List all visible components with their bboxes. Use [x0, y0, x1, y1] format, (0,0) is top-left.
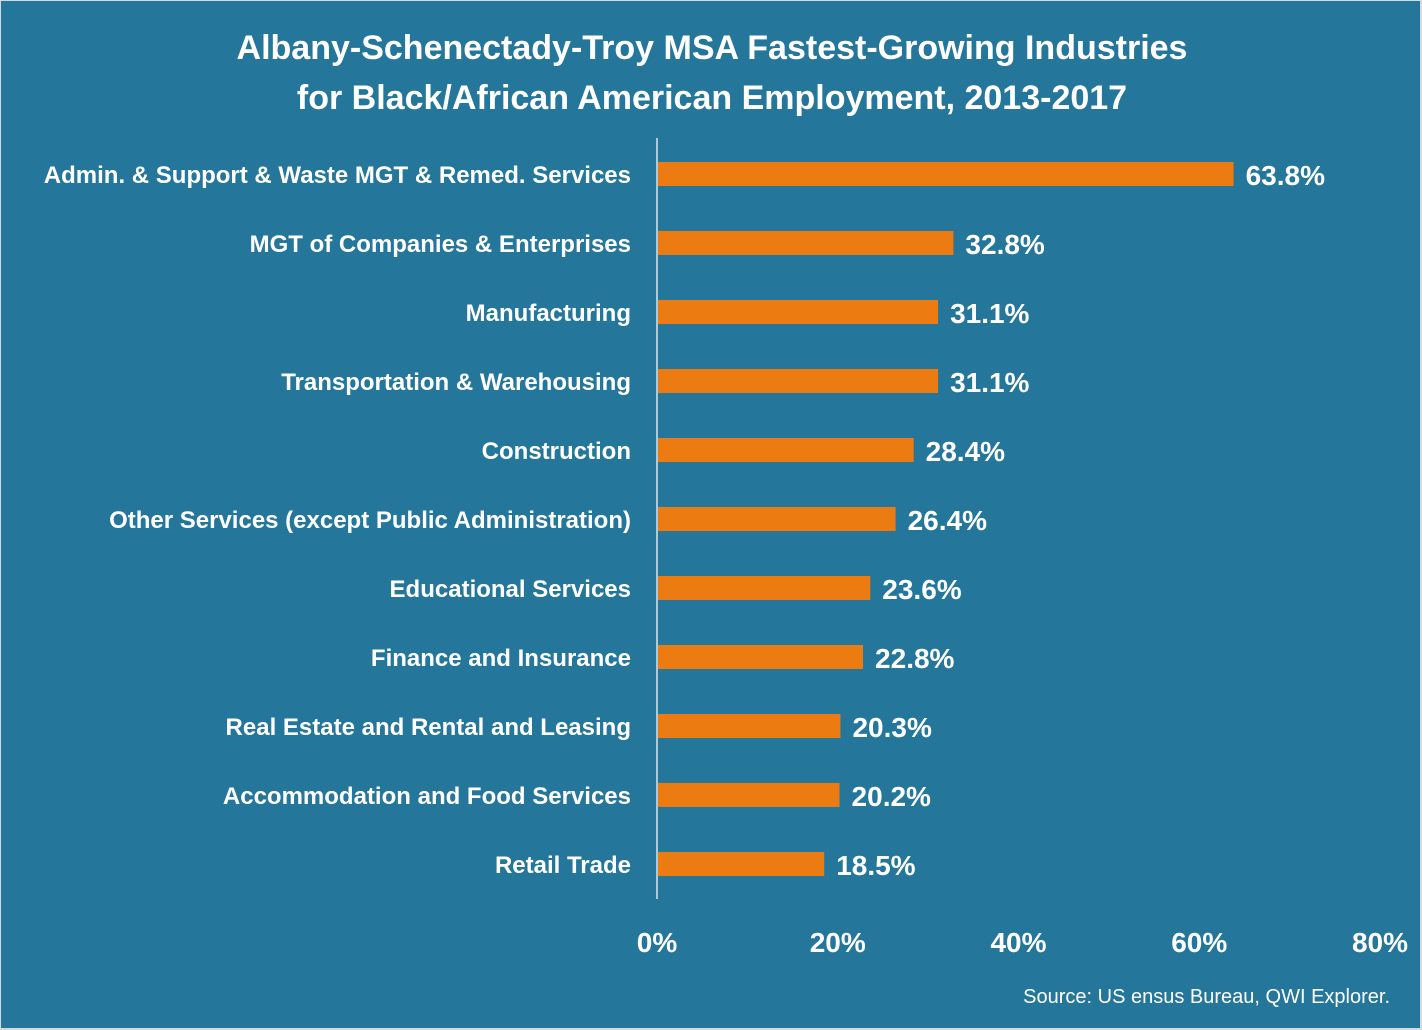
value-label: 63.8%	[1246, 160, 1325, 191]
title-line-2: for Black/African American Employment, 2…	[296, 79, 1128, 117]
value-label: 26.4%	[908, 505, 987, 536]
value-label: 23.6%	[882, 574, 961, 605]
title-line-1: Albany-Schenectady-Troy MSA Fastest-Grow…	[236, 29, 1188, 67]
value-label: 20.2%	[852, 781, 931, 812]
bar	[658, 645, 864, 669]
bar	[658, 852, 825, 876]
value-label: 31.1%	[950, 367, 1029, 398]
category-label: Other Services (except Public Administra…	[109, 507, 631, 534]
category-label: Educational Services	[390, 576, 631, 603]
value-label: 31.1%	[950, 298, 1029, 329]
chart-title: Albany-Schenectady-Troy MSA Fastest-Grow…	[1, 23, 1420, 123]
bar	[658, 162, 1234, 186]
category-label: Admin. & Support & Waste MGT & Remed. Se…	[44, 162, 631, 189]
value-label: 32.8%	[965, 229, 1044, 260]
bar	[658, 783, 840, 807]
category-label: Retail Trade	[495, 852, 631, 879]
x-tick-label: 60%	[1171, 927, 1227, 958]
category-label: Construction	[482, 438, 631, 465]
value-label: 22.8%	[875, 643, 954, 674]
bar	[658, 438, 914, 462]
x-tick-label: 0%	[637, 927, 678, 958]
bar	[658, 576, 871, 600]
category-label: Accommodation and Food Services	[223, 783, 631, 810]
value-label: 18.5%	[836, 850, 915, 881]
category-label: Manufacturing	[466, 300, 631, 327]
category-label: MGT of Companies & Enterprises	[250, 231, 631, 258]
category-label: Finance and Insurance	[371, 645, 631, 672]
source-note: Source: US ensus Bureau, QWI Explorer.	[1023, 986, 1390, 1008]
x-tick-label: 20%	[810, 927, 866, 958]
bar	[658, 507, 896, 531]
bar	[658, 714, 841, 738]
category-label: Transportation & Warehousing	[281, 369, 631, 396]
x-tick-label: 80%	[1352, 927, 1408, 958]
value-label: 28.4%	[926, 436, 1005, 467]
bar	[658, 369, 939, 393]
value-label: 20.3%	[852, 712, 931, 743]
category-label: Real Estate and Rental and Leasing	[226, 714, 631, 741]
bar	[658, 231, 954, 255]
x-tick-label: 40%	[990, 927, 1046, 958]
bar	[658, 300, 939, 324]
